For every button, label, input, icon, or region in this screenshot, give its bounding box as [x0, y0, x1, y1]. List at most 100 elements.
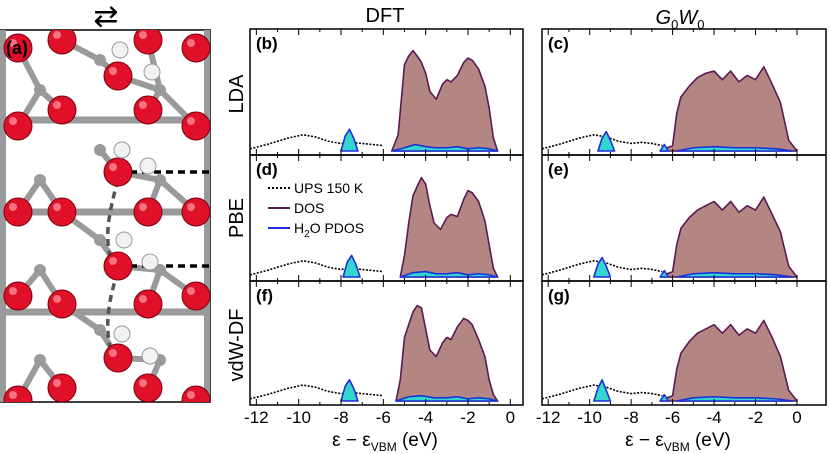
atom-highlight: [9, 39, 17, 47]
dos-series-area: [399, 176, 499, 278]
oxygen-atom: [133, 373, 163, 402]
atom-highlight: [9, 203, 17, 211]
hydrogen-atom: [113, 325, 131, 343]
dos-panel: (c): [541, 28, 827, 156]
x-tick-label: -12: [536, 408, 561, 427]
oxygen-atom: [181, 197, 210, 227]
pdos-series-area: [340, 128, 359, 152]
atom-highlight: [53, 31, 61, 39]
pdos-series-area: [675, 271, 794, 278]
legend-dos-label: DOS: [294, 200, 324, 216]
hydrogen-atom: [143, 63, 161, 81]
pdos-series-area: [390, 143, 499, 152]
x-tick-label: -6: [376, 408, 391, 427]
dos-series-area: [659, 196, 798, 278]
hydrogen-atom: [111, 41, 129, 59]
atom-highlight: [139, 295, 147, 303]
oxygen-atom: [133, 197, 163, 227]
oxygen-atom: [103, 251, 133, 281]
col-title-dft: DFT: [366, 5, 405, 27]
titanium-atom: [94, 54, 106, 66]
hydrogen-atom: [113, 141, 131, 159]
oxygen-atom: [3, 197, 33, 227]
pdos-series-area: [659, 269, 670, 278]
dos-panel: (e): [541, 154, 827, 282]
xlabel-dft: ε − εVBM (eV): [332, 430, 438, 454]
atom-highlight: [53, 203, 61, 211]
atom-highlight: [139, 379, 147, 387]
atom-highlight: [109, 349, 117, 357]
titanium-atom: [34, 354, 46, 366]
oxygen-atom: [133, 289, 163, 319]
atom-highlight: [187, 39, 195, 47]
atom-highlight: [9, 287, 17, 295]
atom-highlight: [109, 67, 117, 75]
oxygen-atom: [3, 281, 33, 311]
oxygen-atom: [181, 281, 210, 311]
x-tick-label: -2: [748, 408, 763, 427]
pdos-series-area: [675, 395, 794, 402]
x-tick-label: 0: [506, 408, 515, 427]
row-label-lda: LDA: [226, 74, 248, 114]
atom-highlight: [109, 257, 117, 265]
panel-frame: [249, 280, 524, 406]
plot-panels: (b) (c) (d) (e) (f) -12 -10 -8 -6 -4 -2 0 (g) -12 -10 -…: [244, 28, 827, 427]
x-tick-label: -10: [577, 408, 602, 427]
dos-series-area: [659, 319, 798, 402]
hydrogen-atom: [139, 157, 157, 175]
titanium-atom: [154, 264, 166, 276]
pdos-series-area: [659, 393, 670, 402]
legend-ups-label: UPS 150 K: [294, 180, 364, 196]
dos-series-area: [659, 65, 798, 152]
atom-highlight: [187, 287, 195, 295]
oxygen-atom: [3, 385, 33, 402]
pdos-series-area: [399, 270, 499, 278]
dos-series-area: [395, 304, 499, 402]
pdos-series-area: [597, 130, 616, 152]
x-tick-label: -4: [706, 408, 721, 427]
oxygen-atom: [133, 95, 163, 125]
oxygen-atom: [47, 95, 77, 125]
dos-panel: (f) -12 -10 -8 -6 -4 -2 0: [244, 280, 524, 427]
titanium-atom: [154, 84, 166, 96]
oxygen-atom: [103, 61, 133, 91]
pdos-series-area: [593, 256, 612, 278]
hydrogen-atom: [141, 253, 159, 271]
atom-highlight: [109, 163, 117, 171]
x-tick-label: -10: [286, 408, 311, 427]
x-tick-label: -8: [333, 408, 348, 427]
oxygen-atom: [47, 30, 77, 55]
panel-label-a: (a): [6, 38, 28, 58]
xlabel-g0w0: ε − εVBM (eV): [625, 430, 731, 454]
atom-highlight: [53, 101, 61, 109]
pdos-series-area: [659, 143, 670, 152]
oxygen-atom: [47, 373, 77, 402]
dos-panel: (g) -12 -10 -8 -6 -4 -2 0: [536, 280, 827, 427]
oxygen-atom: [181, 33, 210, 63]
x-tick-label: -12: [244, 408, 269, 427]
x-tick-label: -8: [624, 408, 639, 427]
titanium-atom: [154, 174, 166, 186]
pdos-series-area: [675, 145, 794, 152]
hydrogen-atom: [141, 347, 159, 365]
pdos-series-area: [593, 379, 612, 402]
panel-label: (d): [256, 160, 278, 179]
oxygen-atom: [47, 197, 77, 227]
col-title-g0w0: G0W0: [656, 7, 705, 32]
x-tick-label: -6: [665, 408, 680, 427]
oxygen-atom: [181, 111, 210, 141]
x-tick-label: -4: [418, 408, 433, 427]
titanium-atom: [34, 264, 46, 276]
oxygen-atom: [133, 30, 163, 55]
panel-label: (b): [256, 34, 278, 53]
titanium-atom: [34, 84, 46, 96]
panel-label: (e): [548, 160, 569, 179]
dos-panel: (d): [249, 154, 524, 282]
titanium-atom: [34, 174, 46, 186]
atom-highlight: [187, 117, 195, 125]
panel-frame: [541, 280, 827, 406]
atom-highlight: [9, 391, 17, 399]
x-tick-label: -2: [460, 408, 475, 427]
panel-label: (g): [548, 286, 570, 305]
oxygen-atom: [47, 289, 77, 319]
